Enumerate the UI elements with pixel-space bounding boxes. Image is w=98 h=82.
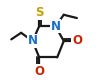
- Text: S: S: [35, 6, 43, 19]
- Text: O: O: [34, 65, 44, 78]
- Text: N: N: [51, 20, 61, 33]
- Text: N: N: [28, 35, 38, 47]
- Text: O: O: [72, 35, 82, 47]
